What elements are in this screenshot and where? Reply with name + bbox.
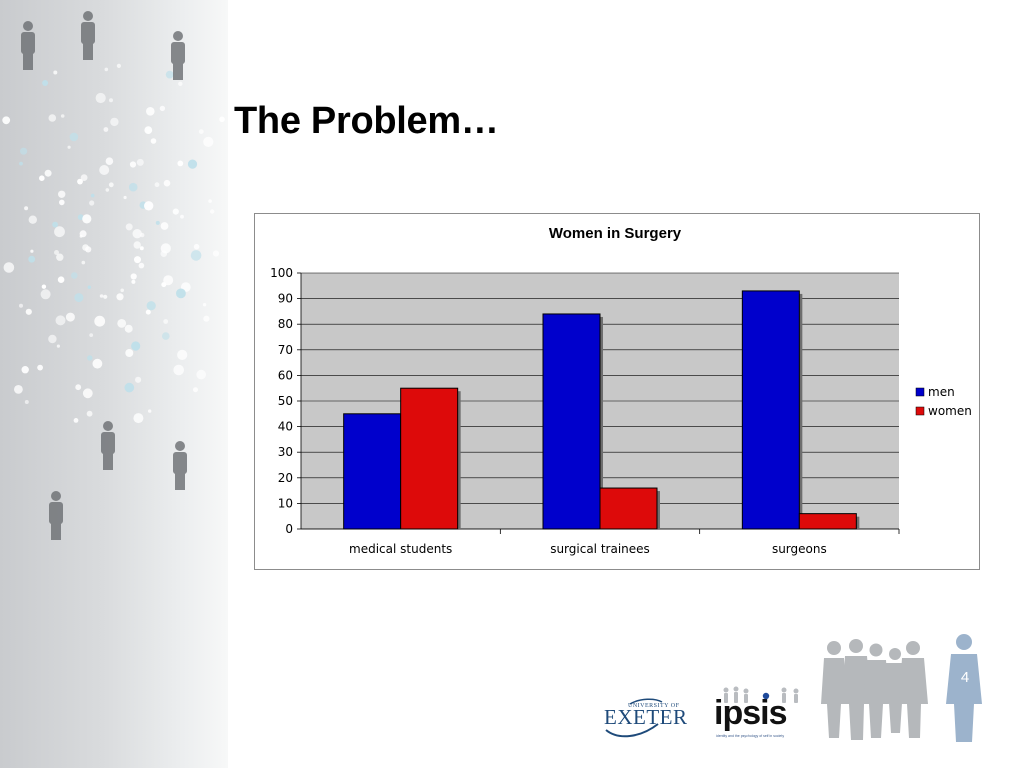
university-of-exeter-logo: UNIVERSITY OF EXETER (604, 698, 687, 738)
chart-frame: Women in Surgery 0 10 20 30 40 50 60 70 80 90 100 me… (254, 213, 980, 570)
chart-title: Women in Surgery (549, 225, 682, 242)
y-tick-label: 60 (278, 368, 293, 382)
y-tick-label: 90 (278, 292, 293, 306)
bar-women-medical-students (400, 387, 459, 530)
bar-men-surgeons (741, 290, 800, 530)
exeter-small-text: UNIVERSITY OF (628, 703, 680, 709)
bar-men-surgical-trainees (542, 313, 601, 530)
legend-label-men: men (928, 385, 955, 399)
ipsis-logo: ipsis (714, 686, 799, 732)
side-photo-panel (0, 0, 228, 768)
y-tick-label: 20 (278, 471, 293, 485)
y-tick-label: 10 (278, 496, 293, 510)
bar-women-surgical-trainees (599, 487, 658, 530)
y-tick-label: 30 (278, 445, 293, 459)
y-tick-label: 40 (278, 420, 293, 434)
people-silhouettes-icon (821, 634, 982, 742)
x-tick-label: surgeons (772, 542, 827, 556)
y-tick-label: 100 (270, 266, 293, 280)
slide-title: The Problem… (234, 100, 499, 142)
y-tick-label: 70 (278, 343, 293, 357)
exeter-main-text: EXETER (604, 705, 687, 729)
legend-label-women: women (928, 404, 972, 418)
bar-chart: Women in Surgery 0 10 20 30 40 50 60 70 80 90 100 me… (270, 225, 972, 556)
bar-men-medical-students (343, 413, 402, 530)
legend-swatch-women (915, 406, 925, 416)
crowd-photo-decoration (2, 11, 225, 540)
bar-women-surgeons (798, 513, 857, 530)
ipsis-person-icon (762, 692, 770, 700)
y-tick-label: 0 (285, 522, 293, 536)
y-tick-label: 50 (278, 394, 293, 408)
y-tick-label: 80 (278, 317, 293, 331)
legend-swatch-men (915, 387, 925, 397)
x-tick-label: medical students (349, 542, 452, 556)
page-number: 4 (960, 669, 970, 686)
ipsis-caption: identity and the psychology of self in s… (716, 734, 785, 738)
ipsis-text: ipsis (714, 694, 787, 732)
x-tick-label: surgical trainees (550, 542, 650, 556)
